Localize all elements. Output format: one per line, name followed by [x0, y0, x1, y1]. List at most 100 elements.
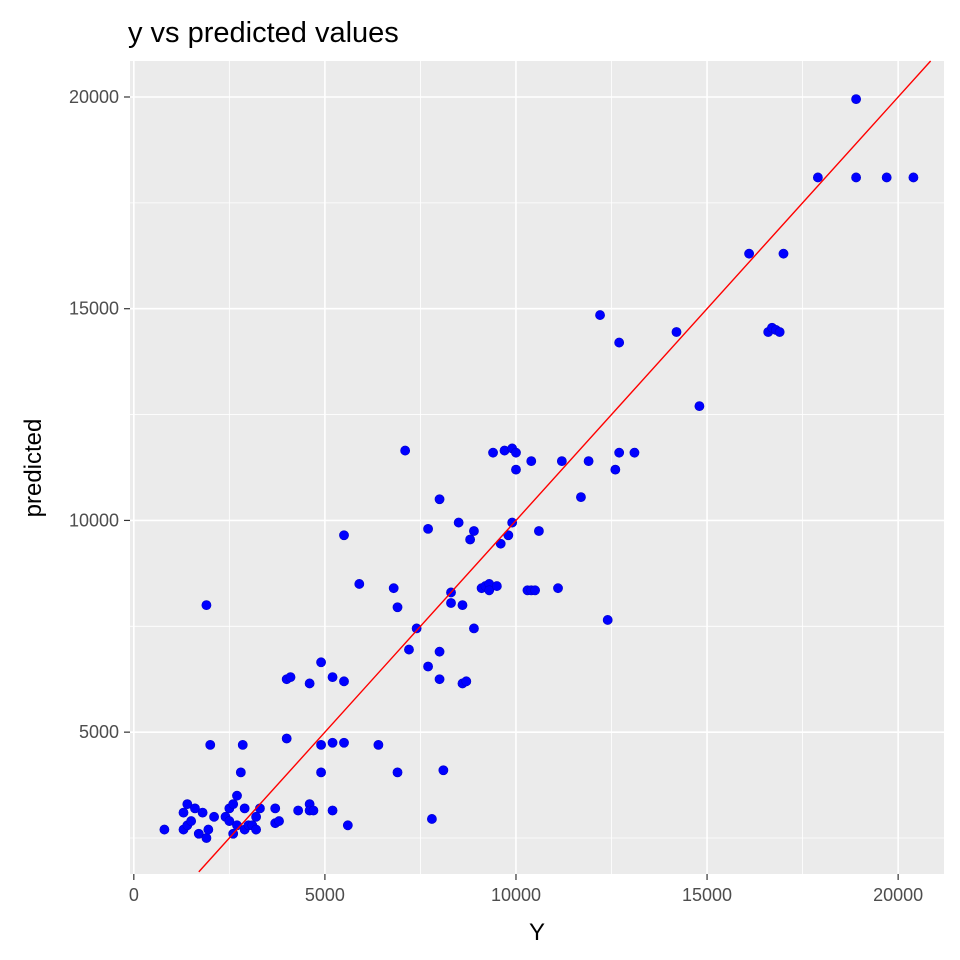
data-point — [530, 585, 540, 596]
data-point — [285, 672, 296, 683]
data-point — [465, 534, 476, 545]
data-point — [270, 803, 281, 814]
data-point — [327, 805, 338, 816]
data-point — [595, 310, 605, 320]
data-point — [197, 807, 208, 818]
data-point — [610, 464, 621, 475]
data-point — [488, 447, 498, 458]
data-point — [205, 739, 216, 750]
y-tick-label: 15000 — [69, 299, 119, 319]
data-point — [209, 811, 219, 822]
data-point — [778, 248, 789, 259]
x-tick-label: 15000 — [682, 885, 732, 905]
data-point — [327, 672, 338, 683]
data-point — [453, 517, 464, 528]
data-point — [511, 447, 521, 458]
data-point — [293, 805, 304, 816]
data-point — [503, 530, 514, 541]
data-point — [235, 767, 246, 778]
data-point — [388, 583, 399, 594]
data-point — [239, 803, 250, 814]
y-axis: 5000 10000 15000 20000 — [69, 87, 130, 742]
data-point — [461, 676, 472, 687]
data-point — [304, 678, 315, 689]
reference-line — [198, 60, 932, 873]
data-point — [744, 248, 754, 259]
data-point — [392, 602, 403, 613]
chart-title: y vs predicted values — [128, 17, 399, 49]
reference-line-group — [198, 60, 932, 873]
data-point — [495, 538, 506, 549]
data-point — [327, 737, 338, 748]
data-point — [423, 661, 433, 672]
data-point — [438, 765, 449, 776]
data-point — [159, 824, 170, 835]
data-point — [201, 600, 212, 611]
data-point — [308, 805, 319, 816]
data-point — [228, 799, 239, 810]
y-tick-label: 10000 — [69, 510, 119, 530]
x-axis: 0 5000 10000 15000 20000 — [129, 874, 923, 905]
data-point — [274, 816, 284, 826]
data-point — [411, 623, 422, 634]
data-point — [511, 464, 521, 475]
data-point — [193, 828, 204, 839]
data-point — [232, 790, 242, 801]
data-point — [526, 456, 537, 467]
data-point — [446, 598, 456, 608]
data-point — [316, 767, 326, 778]
data-point — [237, 739, 248, 750]
data-point — [434, 674, 445, 685]
data-point — [201, 833, 212, 843]
data-point — [423, 523, 433, 534]
x-tick-label: 20000 — [873, 885, 923, 905]
data-point — [203, 824, 214, 835]
data-point — [576, 492, 586, 503]
data-point — [553, 583, 563, 594]
y-axis-title: predicted — [20, 419, 47, 518]
data-point — [774, 327, 785, 337]
data-point — [281, 733, 292, 744]
data-point — [812, 172, 823, 183]
data-point — [392, 767, 403, 778]
data-point — [251, 824, 262, 835]
data-point — [534, 526, 544, 536]
data-point — [614, 337, 625, 348]
data-point — [694, 401, 705, 412]
data-point — [224, 816, 235, 826]
data-point — [178, 807, 189, 818]
data-point — [339, 676, 349, 687]
data-point — [434, 646, 445, 657]
grid-major — [130, 61, 944, 874]
y-tick-label: 5000 — [79, 722, 119, 742]
x-tick-label: 10000 — [491, 885, 541, 905]
data-point — [339, 737, 349, 748]
y-tick-label: 20000 — [69, 87, 119, 107]
data-point — [851, 94, 862, 105]
plot-panel — [130, 61, 944, 874]
data-point — [339, 530, 349, 541]
data-point — [251, 811, 262, 822]
data-point — [602, 615, 613, 625]
data-point — [507, 517, 518, 528]
data-point — [400, 445, 411, 456]
data-point — [469, 623, 479, 634]
x-axis-title: Y — [529, 919, 545, 946]
data-point — [469, 526, 479, 536]
data-point — [457, 600, 468, 611]
data-point — [491, 581, 502, 591]
data-point — [881, 172, 892, 183]
data-point — [484, 585, 495, 596]
data-point — [342, 820, 353, 831]
data-point — [186, 816, 197, 826]
x-tick-label: 0 — [129, 885, 139, 905]
data-point — [182, 799, 193, 810]
data-point — [427, 814, 437, 824]
data-point — [583, 456, 594, 467]
data-point — [316, 657, 326, 668]
data-point — [434, 494, 445, 505]
x-tick-label: 5000 — [305, 885, 345, 905]
data-point — [614, 447, 625, 458]
data-point — [316, 739, 326, 750]
